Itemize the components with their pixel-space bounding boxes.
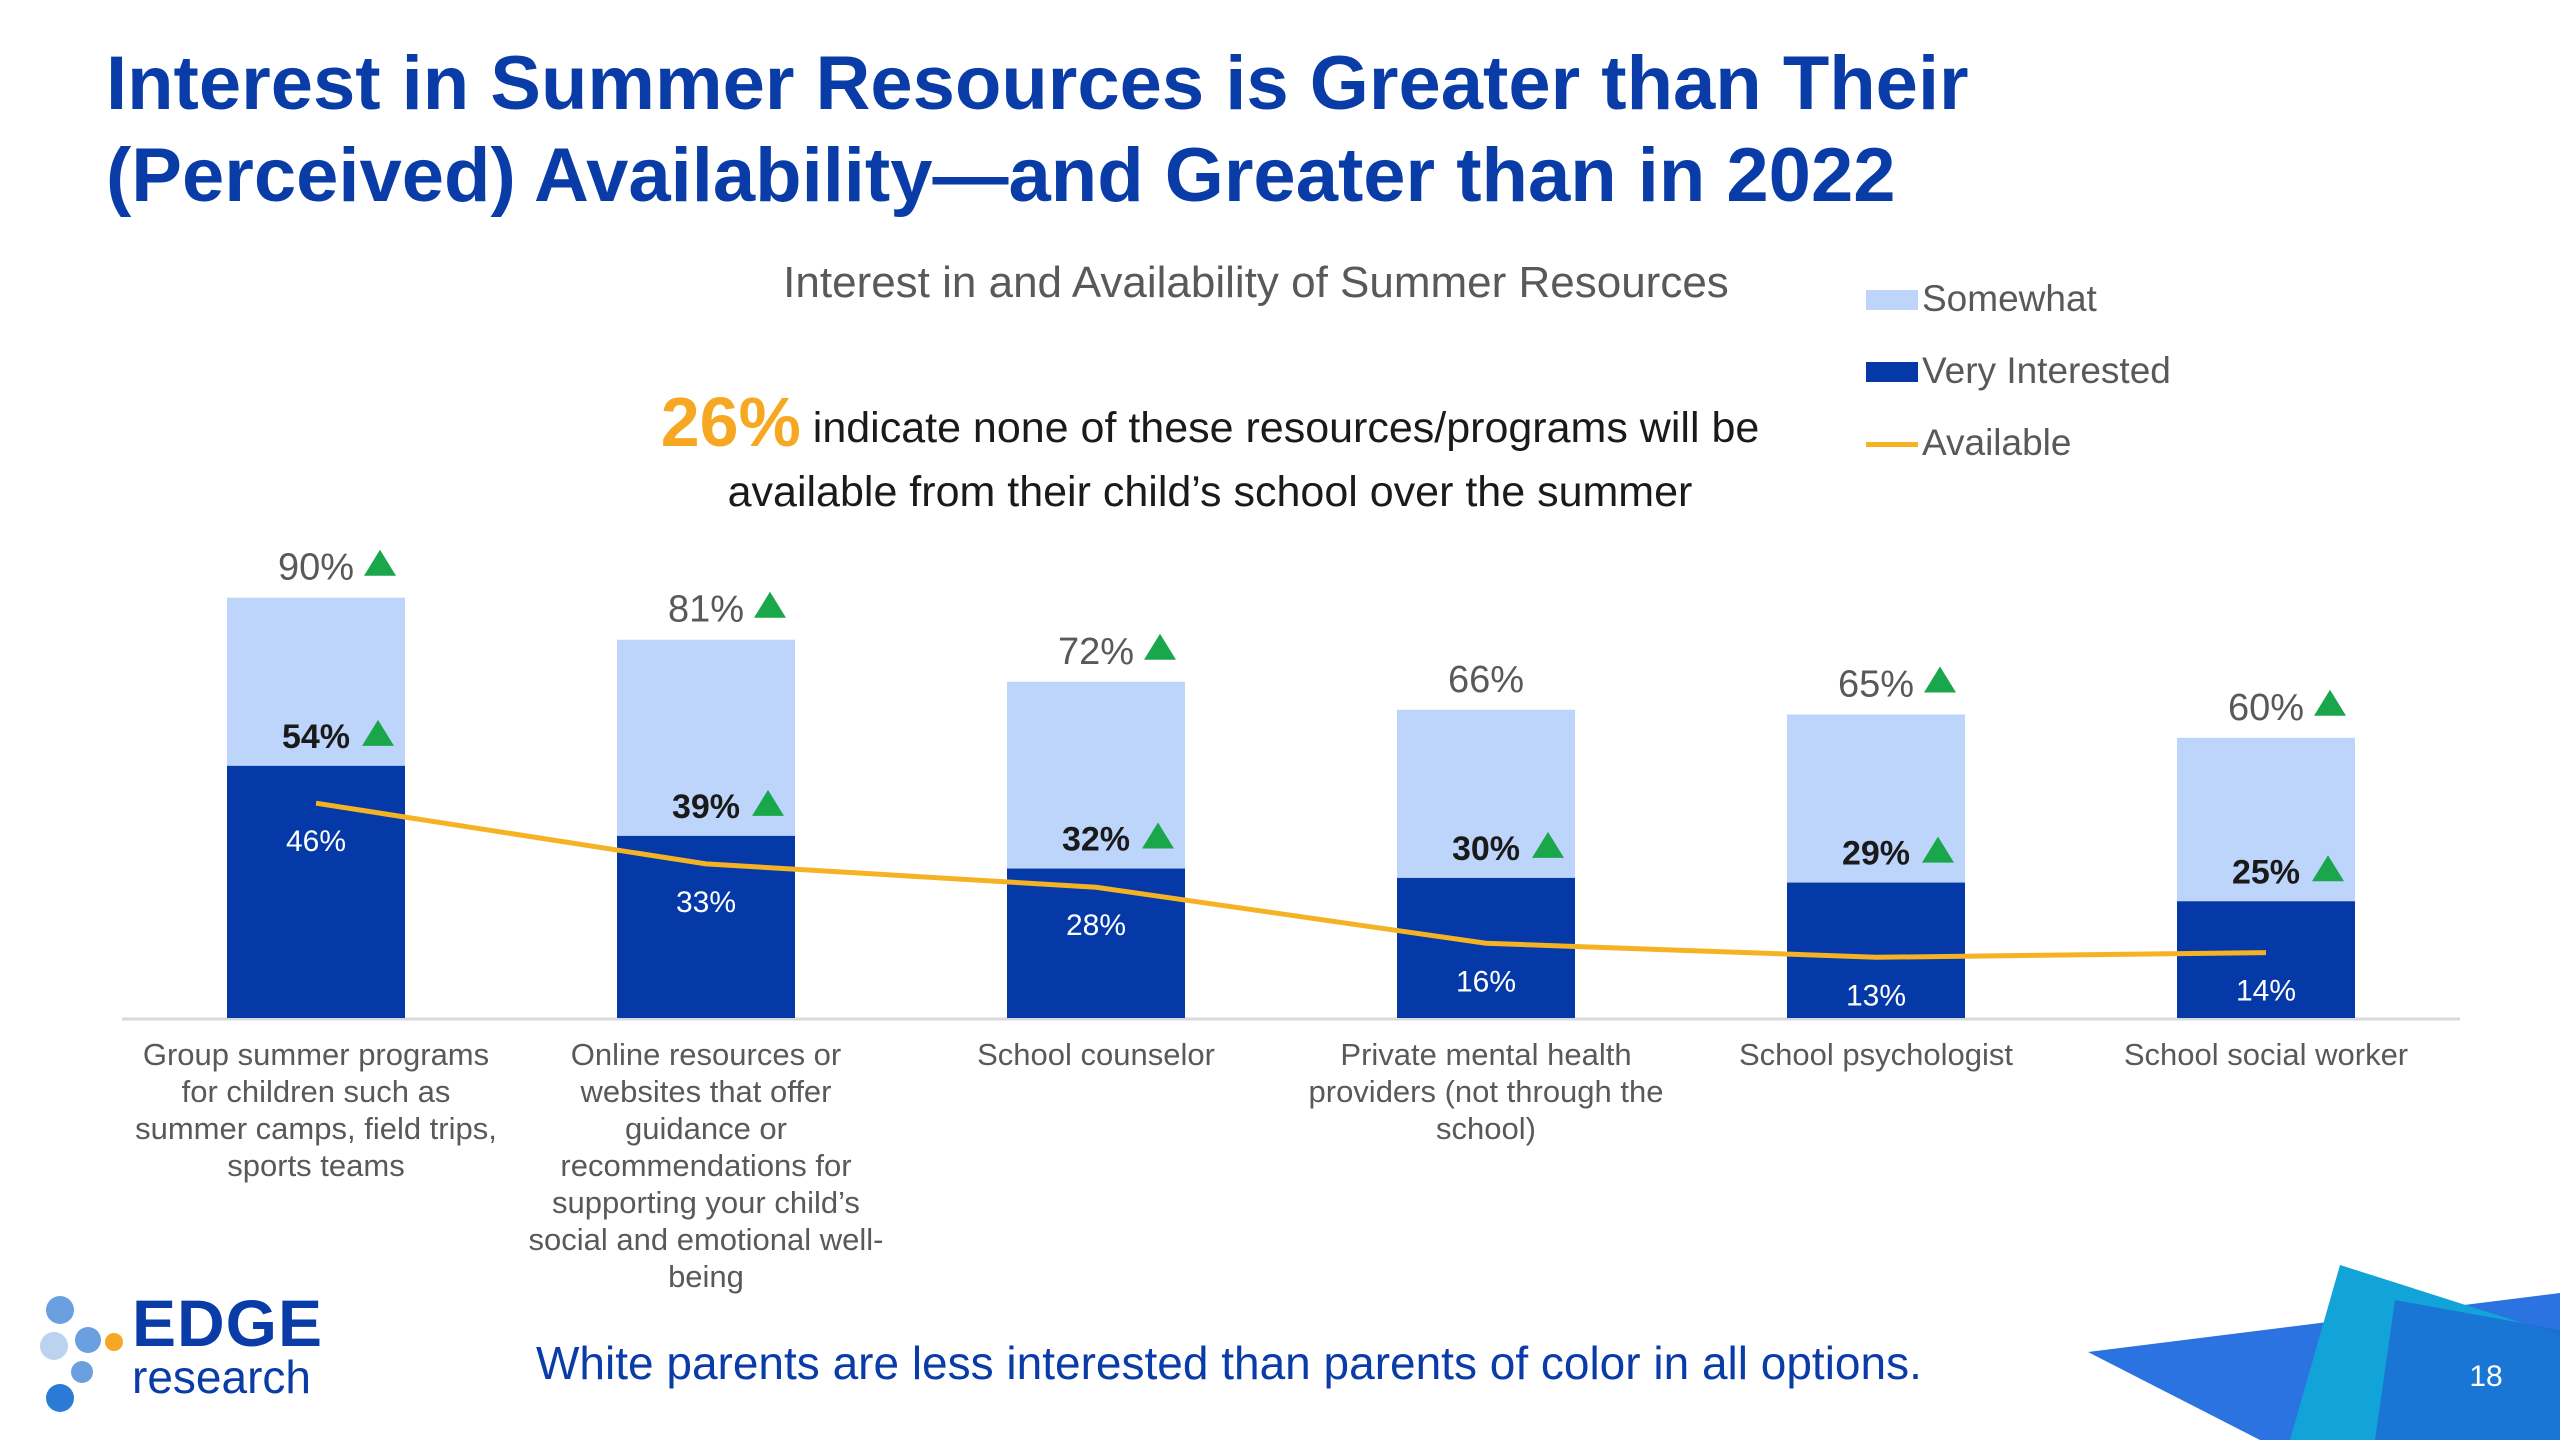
very-increase-icon	[362, 719, 394, 746]
category-label: Private mental health providers (not thro…	[1296, 1036, 1676, 1147]
callout-percent: 26%	[660, 383, 801, 461]
very-interested-label: 32%	[1062, 821, 1130, 859]
total-increase-icon	[1144, 633, 1176, 660]
total-increase-icon	[2314, 689, 2346, 716]
edge-research-logo: EDGE research	[36, 1290, 356, 1420]
category-label: School psychologist	[1686, 1036, 2066, 1073]
category-label: School counselor	[906, 1036, 1286, 1073]
category-label-line: Group summer programs	[142, 1037, 490, 1072]
total-interest-label: 81%	[668, 589, 744, 631]
total-interest-label: 65%	[1838, 663, 1914, 705]
available-label: 28%	[1066, 909, 1126, 942]
available-line	[315, 800, 2267, 960]
logo-dots-icon	[40, 1296, 123, 1412]
callout-line-1: 26% indicate none of these resources/pro…	[560, 387, 1860, 460]
available-label: 14%	[2236, 975, 2296, 1008]
legend-label-available: Available	[1922, 422, 2072, 463]
callout-text-2: available from their child’s school over…	[727, 468, 1693, 516]
category-label-line: providers (not through the	[1308, 1074, 1664, 1109]
very-increase-icon	[752, 789, 784, 816]
logo-word: EDGE	[132, 1286, 324, 1360]
very-increase-icon	[2312, 855, 2344, 882]
category-label: Online resources or websites that offer gu…	[516, 1036, 896, 1295]
logo-sub: research	[132, 1351, 311, 1403]
category-label-line: School counselor	[977, 1037, 1215, 1072]
page-number: 18	[2469, 1360, 2503, 1393]
total-increase-icon	[364, 549, 396, 576]
bar-very-interested	[2177, 901, 2355, 1018]
legend-label-somewhat: Somewhat	[1922, 278, 2097, 319]
very-increase-icon	[1532, 831, 1564, 858]
category-label-line: recommendations for	[560, 1148, 852, 1183]
bar-very-interested	[227, 765, 405, 1018]
available-label: 13%	[1846, 979, 1906, 1012]
very-interested-label: 30%	[1452, 830, 1520, 868]
total-interest-label: 72%	[1058, 631, 1134, 673]
total-increase-icon	[1924, 666, 1956, 693]
total-interest-label: 60%	[2228, 687, 2304, 729]
footer-note: White parents are less interested than p…	[536, 1337, 1922, 1389]
category-label-line: School social worker	[2123, 1037, 2409, 1072]
title-line-2: (Perceived) Availability—and Greater tha…	[106, 133, 1896, 218]
category-label-line: websites that offer	[580, 1074, 832, 1109]
chart-title: Interest in and Availability of Summer R…	[783, 258, 1729, 307]
available-label: 46%	[286, 825, 346, 858]
total-interest-label: 66%	[1448, 659, 1524, 701]
page-title: Interest in Summer Resources is Greater …	[106, 38, 2406, 222]
category-label-line: Online resources or	[570, 1037, 842, 1072]
category-label-line: Private mental health	[1340, 1037, 1632, 1072]
total-interest-label: 90%	[278, 547, 354, 589]
legend-label-very-interested: Very Interested	[1922, 350, 2171, 391]
category-label-line: school)	[1436, 1111, 1536, 1146]
bar-very-interested	[1787, 882, 1965, 1018]
category-label-line: for children such as	[181, 1074, 451, 1109]
very-interested-label: 25%	[2232, 853, 2300, 891]
legend-swatch-somewhat	[1866, 290, 1918, 310]
category-label-line: guidance or	[624, 1111, 787, 1146]
category-label-line: summer camps, field trips,	[135, 1111, 497, 1146]
category-label-line: School psychologist	[1739, 1037, 2013, 1072]
title-line-1: Interest in Summer Resources is Greater …	[106, 41, 1969, 126]
category-label: Group summer programs for children such a…	[126, 1036, 506, 1184]
callout: 26% indicate none of these resources/pro…	[560, 387, 1860, 524]
available-label: 16%	[1456, 965, 1516, 998]
total-increase-icon	[754, 591, 786, 618]
category-label-line: sports teams	[227, 1148, 405, 1183]
available-label: 33%	[676, 886, 736, 919]
legend-line-available	[1866, 442, 1918, 447]
callout-text-1: indicate none of these resources/program…	[812, 404, 1760, 452]
category-label-line: being	[668, 1259, 744, 1294]
very-interested-label: 54%	[282, 718, 350, 756]
very-interested-label: 29%	[1842, 835, 1910, 873]
legend-swatch-very-interested	[1866, 362, 1918, 382]
category-label-line: supporting your child’s	[552, 1185, 860, 1220]
category-label: School social worker	[2076, 1036, 2456, 1073]
very-increase-icon	[1142, 822, 1174, 849]
very-increase-icon	[1922, 836, 1954, 863]
category-label-line: social and emotional well-	[528, 1222, 884, 1257]
bar-very-interested	[1397, 877, 1575, 1018]
very-interested-label: 39%	[672, 788, 740, 826]
